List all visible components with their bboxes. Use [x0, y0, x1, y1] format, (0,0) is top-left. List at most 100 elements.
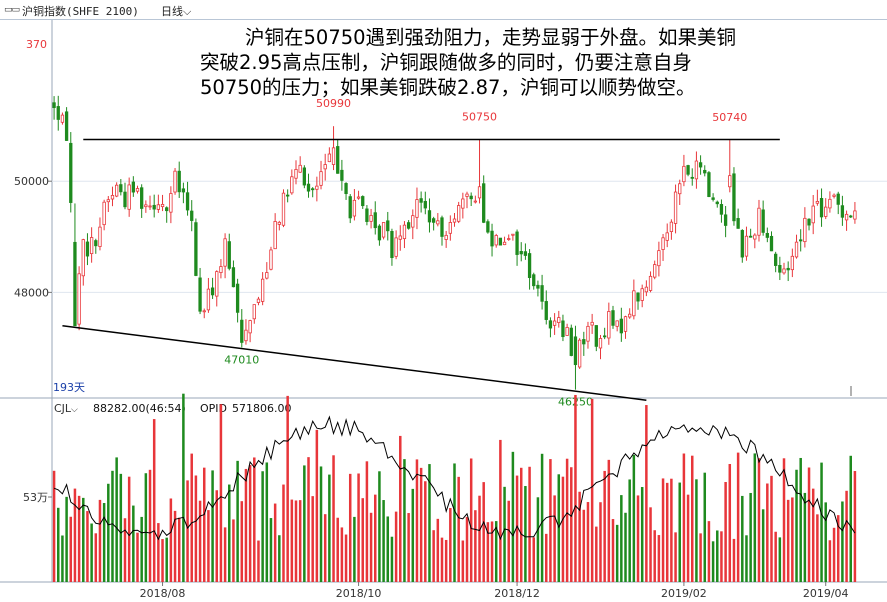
volume-bar — [532, 537, 535, 582]
volume-bar — [690, 455, 694, 582]
candle-body — [448, 222, 452, 234]
candle-body — [765, 232, 769, 238]
volume-bar — [303, 465, 306, 582]
volume-bar — [624, 512, 627, 582]
volume-bar — [524, 486, 527, 582]
volume-bar — [636, 495, 640, 582]
price-annotation: 50750 — [462, 111, 497, 124]
volume-bar — [403, 459, 406, 582]
volume-bar — [144, 473, 148, 582]
volume-bar — [119, 473, 123, 582]
volume-bar — [152, 419, 156, 582]
candle-body — [465, 193, 469, 197]
candle-body — [615, 320, 619, 327]
volume-bar — [278, 535, 281, 582]
price-annotation: 47010 — [224, 353, 259, 366]
instrument-title: 沪铜指数(SHFE 2100) — [22, 5, 139, 18]
candle-body — [156, 204, 161, 210]
volume-bar — [90, 523, 93, 582]
volume-bar — [273, 503, 277, 582]
candle-body — [548, 320, 553, 329]
volume-bar — [816, 514, 819, 582]
volume-bar — [736, 452, 740, 582]
candle-body — [198, 277, 202, 312]
volume-bar — [161, 539, 164, 582]
volume-bar — [269, 518, 273, 582]
top-toolbar: ▭▭ 沪铜指数(SHFE 2100) 日线⌵ — [0, 0, 887, 20]
candle-body — [106, 199, 110, 203]
candle-body — [594, 325, 598, 347]
volume-bar — [407, 513, 410, 582]
volume-bar — [778, 537, 782, 582]
volume-bar — [424, 481, 427, 582]
volume-bar — [490, 521, 494, 582]
candle-body — [632, 290, 636, 317]
candle-body — [703, 169, 707, 174]
volume-bar — [52, 470, 56, 582]
candle-body — [302, 167, 306, 186]
candle-body — [290, 176, 294, 194]
candle-body — [294, 169, 298, 179]
candle-body — [140, 187, 144, 209]
volume-bar — [219, 404, 223, 582]
volume-bar — [503, 486, 506, 582]
candle-body — [740, 230, 744, 258]
candle-body — [148, 205, 152, 208]
candle-body — [840, 205, 845, 218]
candle-body — [748, 235, 753, 238]
candle-body — [411, 215, 415, 228]
period-selector[interactable]: 日线⌵ — [161, 3, 191, 19]
candle-body — [811, 205, 815, 224]
candle-body — [81, 239, 85, 277]
volume-bar — [340, 527, 344, 582]
candle-body — [77, 273, 81, 325]
candle-body — [110, 195, 115, 200]
volume-bar — [745, 535, 748, 582]
volume-value: 88282.00(46:54) — [93, 402, 186, 415]
volume-bar — [294, 500, 298, 582]
candle-body — [565, 327, 569, 336]
volume-bar — [282, 484, 285, 582]
volume-bar — [382, 500, 385, 582]
volume-bar — [177, 517, 181, 582]
candle-body — [123, 191, 127, 208]
candle-body — [127, 184, 131, 210]
candle-body — [515, 231, 519, 255]
candle-body — [849, 215, 853, 218]
candle-body — [256, 298, 261, 303]
volume-bar — [328, 474, 331, 582]
volume-tick-label: 53万 — [23, 491, 48, 504]
candle-body — [323, 164, 327, 170]
volume-bar — [545, 533, 548, 582]
candle-body — [94, 240, 98, 247]
candle-body — [461, 198, 465, 209]
candle-body — [648, 275, 653, 291]
volume-bar — [711, 541, 715, 582]
volume-bar — [190, 453, 193, 582]
candle-body — [611, 310, 615, 326]
volume-bar — [645, 405, 648, 582]
candle-body — [502, 241, 507, 246]
candle-body — [185, 192, 190, 211]
candle-body — [281, 192, 286, 226]
volume-bar — [65, 496, 68, 582]
candle-body — [623, 316, 628, 332]
x-tick-label: 2019/04 — [803, 587, 849, 600]
volume-bar — [311, 496, 314, 582]
volume-bar — [369, 512, 373, 582]
volume-bar — [169, 498, 173, 582]
candle-body — [552, 320, 557, 326]
panel-toggle-icon[interactable]: ▭▭ — [4, 5, 20, 15]
annotation-line-3: 50750的压力；如果美铜跌破2.87，沪铜可以顺势做空。 — [200, 76, 696, 99]
volume-bar — [665, 482, 669, 582]
candle-body — [544, 301, 548, 320]
volume-bar — [115, 457, 118, 582]
top-price-label: 370 — [26, 38, 47, 51]
candle-body — [160, 203, 165, 208]
candle-body — [590, 321, 594, 326]
annotation-text: 沪铜在50750遇到强劲阻力，走势显弱于外盘。如果美铜 突破2.95高点压制，沪… — [200, 25, 860, 100]
volume-bar — [236, 460, 239, 582]
volume-bar — [590, 398, 594, 582]
volume-bar — [127, 476, 131, 582]
candle-body — [794, 241, 799, 258]
